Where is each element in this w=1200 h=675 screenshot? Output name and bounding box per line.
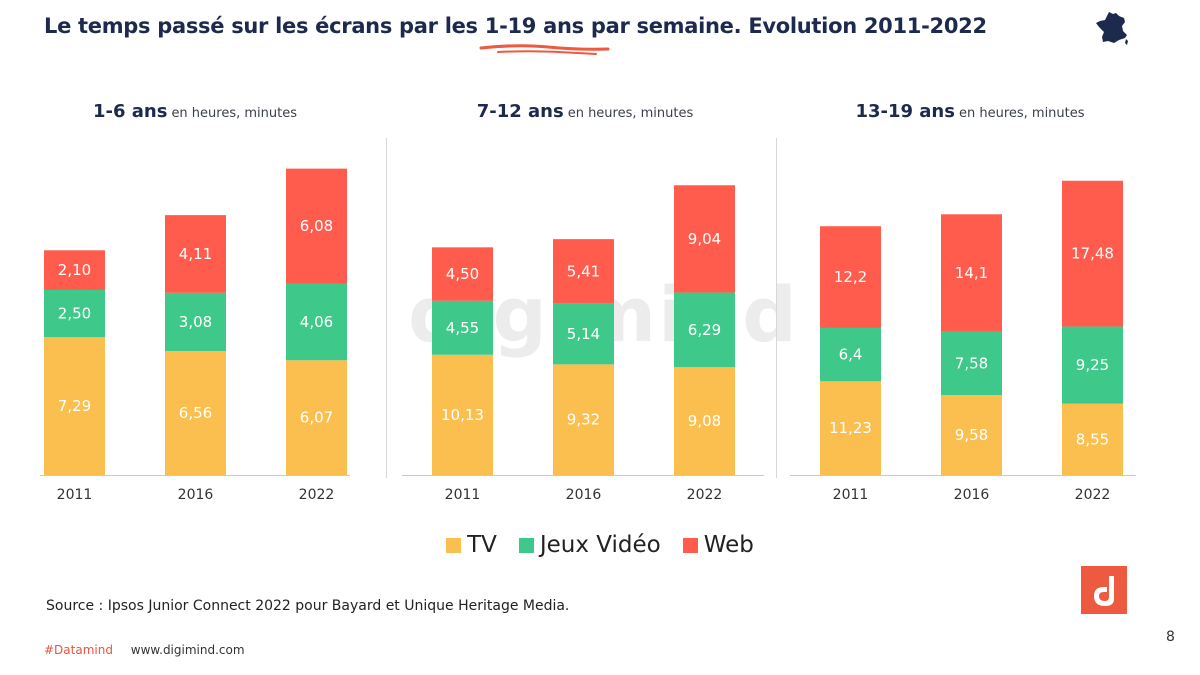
legend-label-tv: TV: [467, 532, 497, 558]
x-tick-label-2022: 2022: [1075, 487, 1111, 503]
bar-tv-2022: [674, 367, 735, 475]
data-label-web-2016: 4,11: [179, 245, 212, 263]
x-tick-label-2011: 2011: [57, 487, 93, 503]
bar-web-2016: [553, 239, 614, 304]
x-tick-label-2011: 2011: [445, 487, 481, 503]
data-label-jeux-video-2022: 4,06: [300, 313, 333, 331]
legend-label-jeux-video: Jeux Vidéo: [539, 532, 661, 558]
bar-web-2011: [432, 247, 493, 301]
bar-jeux-video-2016: [165, 292, 226, 352]
bar-jeux-video-2016: [553, 303, 614, 365]
data-label-tv-2022: 9,08: [688, 412, 721, 430]
bar-web-2022: [1062, 180, 1123, 327]
data-label-tv-2022: 6,07: [300, 409, 333, 427]
footer: #Datamind www.digimind.com: [44, 643, 245, 657]
footer-website[interactable]: www.digimind.com: [130, 643, 245, 657]
title-highlight: les 1-19 ans: [444, 14, 584, 38]
digimind-logo-icon: [1081, 566, 1127, 614]
panel-title-1-6: 1-6 ans en heures, minutes: [92, 101, 298, 122]
x-tick-label-2011: 2011: [833, 487, 869, 503]
data-label-jeux-video-2022: 6,29: [688, 321, 721, 339]
x-tick-label-2016: 2016: [178, 487, 214, 503]
data-label-jeux-video-2011: 4,55: [446, 319, 479, 337]
data-label-web-2011: 2,10: [58, 261, 91, 279]
legend-swatch-jeux-video: [518, 537, 534, 553]
data-label-web-2011: 4,50: [446, 265, 479, 283]
data-label-tv-2011: 10,13: [441, 406, 484, 424]
legend-item-web: Web: [682, 532, 754, 558]
bar-jeux-video-2011: [432, 300, 493, 355]
bar-tv-2016: [553, 364, 614, 475]
data-label-jeux-video-2011: 6,4: [839, 346, 863, 364]
x-tick-label-2016: 2016: [566, 487, 602, 503]
bar-tv-2011: [820, 381, 881, 475]
bar-tv-2016: [941, 395, 1002, 475]
panel-title-13-19: 13-19 ans en heures, minutes: [855, 101, 1085, 122]
bar-web-2011: [44, 250, 105, 290]
data-label-jeux-video-2016: 3,08: [179, 313, 212, 331]
bar-jeux-video-2011: [820, 327, 881, 382]
legend-item-jeux-video: Jeux Vidéo: [518, 532, 661, 558]
legend-label-web: Web: [703, 532, 754, 558]
data-label-web-2011: 12,2: [834, 268, 867, 286]
data-label-web-2016: 5,41: [567, 262, 600, 280]
data-label-jeux-video-2016: 5,14: [567, 325, 600, 343]
panel-divider: [386, 138, 387, 478]
panel-title-7-12: 7-12 ans en heures, minutes: [476, 101, 694, 122]
panel-divider: [776, 138, 777, 478]
data-label-jeux-video-2016: 7,58: [955, 354, 988, 372]
page-number: 8: [1166, 629, 1175, 645]
bar-jeux-video-2011: [44, 289, 105, 338]
bar-tv-2011: [44, 337, 105, 475]
bar-web-2022: [674, 185, 735, 293]
bar-tv-2016: [165, 351, 226, 475]
bar-jeux-video-2022: [286, 283, 347, 361]
data-label-jeux-video-2011: 2,50: [58, 305, 91, 323]
page-title: Le temps passé sur les écrans par les 1-…: [44, 14, 987, 38]
x-tick-label-2022: 2022: [299, 487, 335, 503]
data-label-tv-2022: 8,55: [1076, 430, 1109, 448]
data-label-tv-2016: 6,56: [179, 404, 212, 422]
data-label-jeux-video-2022: 9,25: [1076, 356, 1109, 374]
footer-hashtag: #Datamind: [44, 643, 113, 657]
data-label-web-2022: 17,48: [1071, 245, 1114, 263]
x-tick-label-2016: 2016: [954, 487, 990, 503]
data-label-web-2022: 6,08: [300, 217, 333, 235]
bar-jeux-video-2022: [1062, 326, 1123, 404]
source-note: Source : Ipsos Junior Connect 2022 pour …: [46, 598, 570, 614]
bar-tv-2022: [286, 360, 347, 475]
data-label-web-2016: 14,1: [955, 264, 988, 282]
legend-swatch-tv: [446, 537, 462, 553]
x-tick-label-2022: 2022: [687, 487, 723, 503]
france-map-icon: [1096, 12, 1128, 45]
highlight-underline: [479, 44, 610, 55]
data-label-tv-2011: 11,23: [829, 419, 872, 437]
legend-item-tv: TV: [446, 532, 497, 558]
bar-jeux-video-2016: [941, 331, 1002, 396]
bar-web-2016: [941, 214, 1002, 332]
bar-jeux-video-2022: [674, 292, 735, 368]
legend: TV Jeux Vidéo Web: [0, 532, 1200, 558]
legend-swatch-web: [682, 537, 698, 553]
bar-tv-2022: [1062, 403, 1123, 475]
bar-web-2022: [286, 168, 347, 284]
bar-tv-2011: [432, 354, 493, 475]
data-label-tv-2016: 9,32: [567, 411, 600, 429]
data-label-tv-2016: 9,58: [955, 426, 988, 444]
bar-web-2011: [820, 226, 881, 328]
data-label-tv-2011: 7,29: [58, 397, 91, 415]
data-label-web-2022: 9,04: [688, 230, 721, 248]
bar-web-2016: [165, 215, 226, 293]
